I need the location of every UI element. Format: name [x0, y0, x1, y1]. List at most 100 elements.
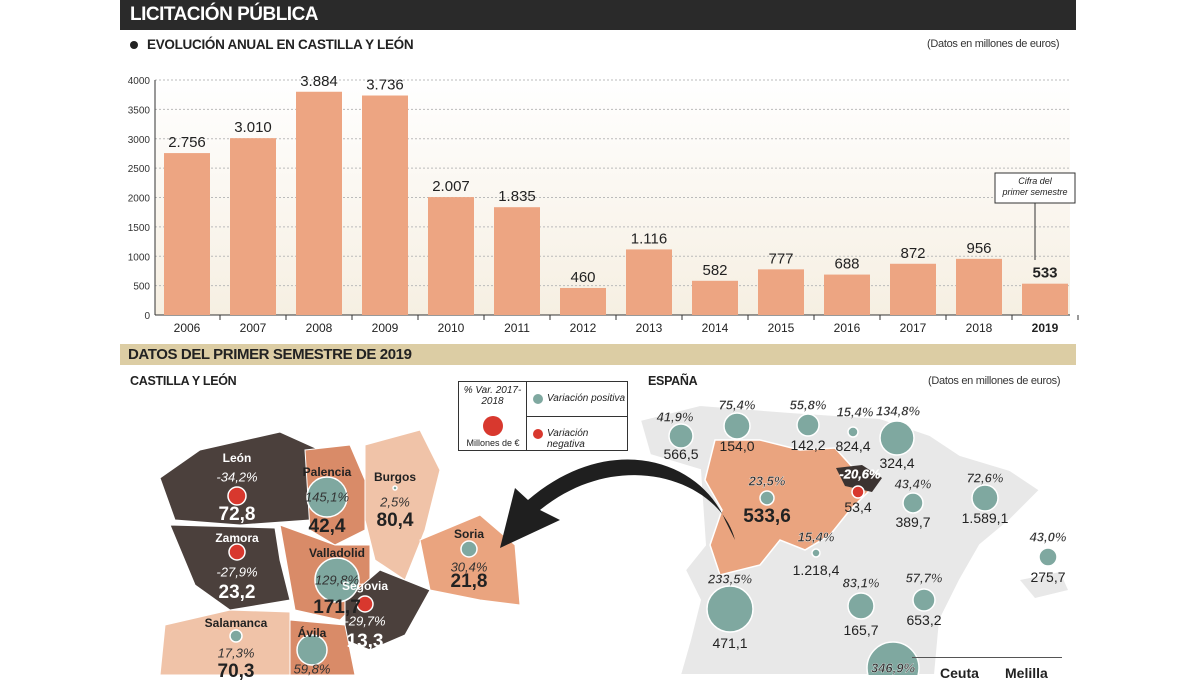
legend-unit: Millones de € [466, 438, 520, 448]
region-value: 1.589,1 [961, 510, 1009, 526]
province-pct: 59,8% [293, 661, 331, 677]
region-value: 824,4 [835, 438, 871, 454]
melilla-label: Melilla [1005, 665, 1048, 681]
spain-circle [971, 484, 999, 512]
region-value: 275,7 [1030, 569, 1066, 585]
region-value: 653,2 [906, 612, 942, 628]
x-tick-label: 2015 [768, 321, 795, 335]
spain-circle [706, 585, 754, 633]
data-label: 2.756 [168, 134, 206, 151]
bar-2008 [296, 91, 342, 315]
x-tick-label: 2017 [900, 321, 927, 335]
province-pct: 145,1% [304, 489, 350, 505]
legend-circle-icon [483, 416, 503, 436]
bar-2007 [230, 138, 276, 315]
spain-title: ESPAÑA [648, 374, 698, 388]
province-burgos [364, 429, 441, 581]
y-tick-label: 3000 [128, 135, 151, 146]
cyl-title: CASTILLA Y LEÓN [130, 374, 237, 388]
region-pct: 55,8% [789, 397, 827, 413]
province-name: Ávila [297, 626, 327, 640]
bar-2014 [692, 280, 738, 315]
province-pct: -34,2% [216, 469, 258, 485]
spain-cyl-region [704, 439, 871, 576]
data-label: 533 [1032, 265, 1057, 282]
data-label: 872 [900, 245, 925, 262]
province-name: Segovia [341, 579, 389, 593]
region-value: 566,5 [663, 446, 699, 462]
region-pct: 43,0% [1029, 529, 1067, 545]
circle-Segovia [356, 595, 374, 613]
y-tick-label: 4000 [128, 76, 151, 87]
bar-chart: 0 500 1000 1500 2000 2500 3000 3500 4000 2.756 200… [128, 73, 1079, 335]
province-name: Burgos [374, 470, 416, 484]
region-value: 154,0 [719, 438, 755, 454]
region-pct: 15,4% [797, 529, 835, 545]
y-tick-label: 500 [133, 282, 150, 293]
region-pct: 233,5% [707, 571, 753, 587]
circle-Soria [460, 540, 478, 558]
negative-dot-icon [533, 429, 543, 439]
spain-circle [902, 492, 924, 514]
spain-circle [847, 426, 859, 438]
y-tick-label: 2500 [128, 164, 151, 175]
region-value: 1.218,4 [792, 562, 840, 578]
province-value: 171,7 [313, 597, 361, 618]
x-tick-label: 2011 [504, 321, 530, 335]
region-pct: 23,5% [748, 473, 786, 489]
x-tick-label: 2018 [966, 321, 993, 335]
circle-Zamora [228, 543, 246, 561]
bar-2018 [956, 258, 1002, 315]
region-pct: 41,9% [656, 409, 694, 425]
region-pct: 57,7% [905, 570, 943, 586]
province-zamora [169, 524, 291, 611]
bar-2011 [494, 207, 540, 315]
annotation: Cifra del primer semestre [1001, 176, 1067, 197]
region-value: 471,1 [712, 635, 748, 651]
data-label: 777 [768, 250, 793, 267]
circle-Palencia [306, 476, 348, 518]
circle-Valladolid [314, 557, 360, 603]
data-label: 460 [570, 269, 595, 286]
x-tick-label: 2013 [636, 321, 663, 335]
spain-circle [851, 485, 865, 499]
spain-circle [912, 588, 936, 612]
spain-circle [879, 420, 915, 456]
data-label: 3.736 [366, 77, 404, 94]
x-tick-label: 2008 [306, 321, 333, 335]
spain-circle [847, 592, 875, 620]
spain-circle [811, 548, 821, 558]
province-value: 21,8 [450, 571, 488, 592]
region-value: 165,7 [843, 622, 879, 638]
page-title: LICITACIÓN PÚBLICA [120, 0, 1076, 30]
province-name: Valladolid [308, 546, 366, 560]
chart-title: EVOLUCIÓN ANUAL EN CASTILLA Y LEÓN [130, 37, 414, 52]
province-name: Zamora [215, 531, 259, 545]
data-label: 3.884 [300, 73, 338, 90]
data-label: 3.010 [234, 119, 272, 136]
region-pct: 72,6% [966, 470, 1004, 486]
spain-circle [759, 490, 775, 506]
region-pct: 346,9% [870, 660, 916, 676]
province-pct: 30,4% [450, 559, 488, 575]
spain-circle [796, 413, 820, 437]
region-value: 389,7 [895, 514, 931, 530]
spain-circle [1038, 547, 1058, 567]
circle-León [227, 486, 247, 506]
ceuta-label: Ceuta [940, 665, 979, 681]
section-title: DATOS DEL PRIMER SEMESTRE DE 2019 [120, 344, 1076, 365]
legend-var-label: % Var. 2017-2018 [459, 382, 527, 450]
bar-2010 [428, 197, 474, 315]
region-value: 324,4 [879, 455, 915, 471]
province-name: Palencia [302, 465, 352, 479]
region-pct: 83,1% [842, 575, 880, 591]
region-pct: 15,4% [836, 404, 874, 420]
bar-2006 [164, 153, 210, 315]
bar-2013 [626, 249, 672, 315]
region-pct: 43,4% [894, 476, 932, 492]
spain-circle [668, 423, 694, 449]
province-pct: 2,5% [380, 494, 410, 510]
province-name: León [222, 451, 252, 465]
data-label: 956 [966, 240, 991, 257]
